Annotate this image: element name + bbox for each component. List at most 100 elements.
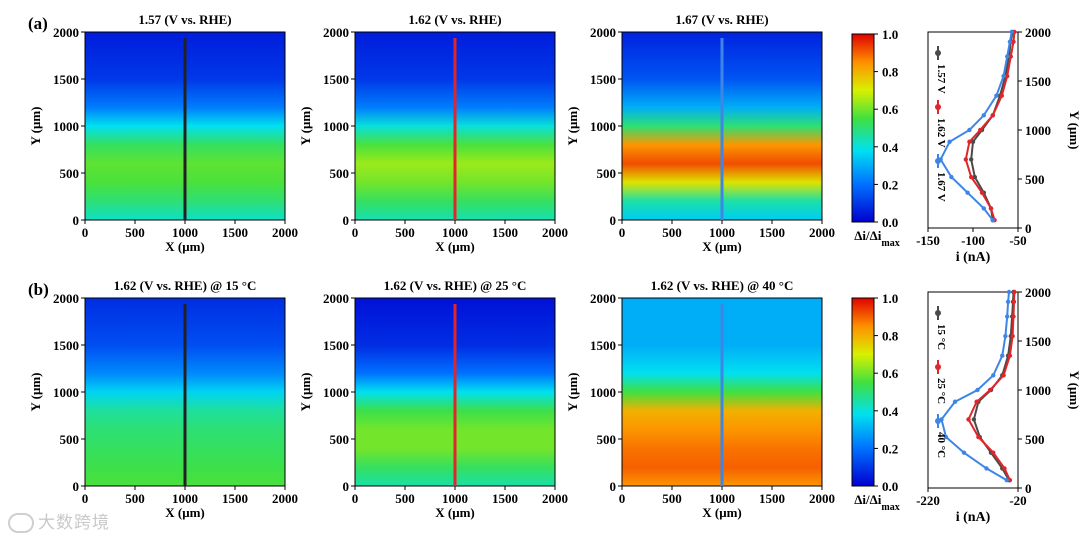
x-tick-label: 0: [82, 225, 89, 240]
y-axis-label: Y (μm): [565, 372, 580, 411]
legend-label: 25 °C: [935, 378, 947, 404]
data-point: [984, 466, 989, 471]
y-tick-label: 2000: [323, 25, 349, 40]
panel-label: (a): [28, 14, 48, 33]
colorbar-label-sub: max: [881, 238, 899, 249]
y-tick-label: 1500: [1025, 74, 1051, 89]
y-tick-label: 0: [610, 213, 617, 228]
data-point: [972, 174, 977, 180]
data-point: [1008, 54, 1013, 59]
x-tick-label: 1500: [222, 225, 248, 240]
legend-marker: [935, 364, 941, 370]
x-axis-label: X (μm): [165, 239, 205, 254]
data-point: [961, 450, 967, 455]
colorbar-tick-label: 0.0: [882, 215, 898, 230]
data-point: [1005, 299, 1011, 304]
colorbar-tick-label: 0.4: [882, 404, 899, 419]
x-tick-label: 500: [125, 225, 145, 240]
data-point: [981, 206, 986, 211]
panel-title: 1.62 (V vs. RHE): [408, 12, 501, 27]
x-tick-label: 500: [395, 225, 415, 240]
y-tick-label: 1500: [590, 72, 616, 87]
y-axis-label: Y (μm): [1067, 110, 1080, 149]
colorbar-label-sub: max: [881, 502, 899, 513]
panel-title: 1.62 (V vs. RHE) @ 25 °C: [384, 278, 527, 293]
data-point: [971, 417, 977, 422]
x-axis-label: i (nA): [956, 510, 991, 525]
data-point: [990, 113, 995, 118]
x-tick-label: 1000: [172, 225, 198, 240]
watermark: 大数跨境: [8, 508, 110, 533]
legend-label: 1.62 V: [935, 118, 947, 148]
map-panel-6: 0 500 1000 1500 2000 0 500 1000 1500 2000 1.62 (V …: [565, 278, 835, 520]
colorbar-tick-label: 0.6: [882, 102, 899, 117]
x-tick-label: 500: [395, 491, 415, 506]
data-point: [1005, 314, 1010, 319]
data-point: [1009, 29, 1014, 35]
data-point: [1005, 73, 1010, 79]
data-point: [1005, 54, 1010, 59]
x-tick-label: 2000: [542, 225, 568, 240]
data-point: [1012, 289, 1017, 295]
y-axis-label: Y (μm): [28, 106, 43, 145]
y-tick-label: 500: [330, 166, 350, 181]
y-tick-label: 500: [597, 166, 617, 181]
y-tick-label: 2000: [590, 291, 616, 306]
y-tick-label: 2000: [1025, 25, 1051, 40]
x-axis-label: X (μm): [435, 505, 475, 520]
map-panel-5: 0 500 1000 1500 2000 0 500 1000 1500 2000 1.62 (V …: [298, 278, 568, 520]
y-tick-label: 2000: [323, 291, 349, 306]
panel-title: 1.67 (V vs. RHE): [675, 12, 768, 27]
y-tick-label: 2000: [1025, 285, 1051, 300]
data-point: [999, 93, 1004, 98]
colorbar-tick-label: 1.0: [882, 291, 898, 306]
data-point: [979, 190, 985, 195]
y-tick-label: 0: [73, 213, 80, 228]
colorbar-label: Δi/Δimax: [854, 228, 899, 249]
y-tick-label: 500: [597, 432, 617, 447]
x-tick-label: 500: [662, 225, 682, 240]
colorbar-tick-label: 1.0: [882, 27, 898, 42]
x-tick-label: 2000: [809, 491, 835, 506]
y-tick-label: 2000: [53, 25, 79, 40]
data-point: [966, 417, 971, 422]
y-tick-label: 0: [610, 479, 617, 494]
data-point: [952, 399, 958, 404]
y-tick-label: 1000: [53, 119, 79, 134]
colorbar-tick-label: 0.4: [882, 140, 899, 155]
data-point: [1007, 39, 1013, 44]
x-axis-label: X (μm): [165, 505, 205, 520]
x-tick-label: 1500: [492, 225, 518, 240]
y-tick-label: 1500: [1025, 334, 1051, 349]
y-tick-label: 500: [1025, 172, 1045, 187]
legend-label: 40 °C: [935, 432, 947, 458]
legend-marker: [935, 104, 941, 110]
data-point: [990, 217, 995, 223]
profile-panel-2: -220 -200 500 1000 1500 2000 i (nA) Y (μm) 15 °C…: [916, 285, 1080, 525]
x-tick-label: 1000: [709, 491, 735, 506]
x-tick-label: 500: [662, 491, 682, 506]
map-panel-1: 0 500 1000 1500 2000 0 500 1000 1500 2000 1.57 (V …: [28, 12, 298, 254]
data-point: [965, 190, 970, 195]
y-tick-label: 0: [343, 479, 350, 494]
y-tick-label: 1000: [1025, 383, 1051, 398]
colorbar-1: 0.0 0.2 0.4 0.6 0.8 1.0 Δi/Δimax: [851, 27, 900, 249]
legend-label: 1.57 V: [935, 64, 947, 94]
y-tick-label: 1500: [590, 338, 616, 353]
y-tick-label: 0: [1025, 481, 1032, 496]
profile-panel-1: -150 -100 -500 500 1000 1500 2000 i (nA) Y (μm) 1…: [916, 25, 1080, 265]
y-tick-label: 1500: [53, 72, 79, 87]
x-tick-label: 1500: [759, 225, 785, 240]
y-tick-label: 1500: [53, 338, 79, 353]
x-tick-label: 1500: [759, 491, 785, 506]
legend-marker: [935, 418, 941, 424]
panel-title: 1.62 (V vs. RHE) @ 40 °C: [651, 278, 794, 293]
data-point: [967, 139, 972, 144]
data-point: [994, 93, 999, 98]
x-tick-label: 2000: [272, 225, 298, 240]
colorbar-tick-label: 0.8: [882, 329, 899, 344]
y-axis-label: Y (μm): [298, 106, 313, 145]
data-point: [967, 127, 972, 133]
x-tick-label: 1000: [442, 225, 468, 240]
